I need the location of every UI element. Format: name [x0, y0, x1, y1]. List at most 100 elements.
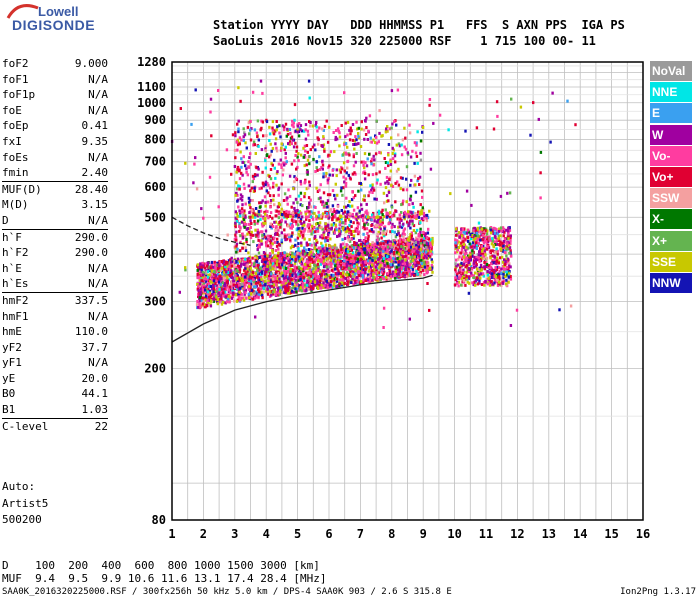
echo-point [356, 127, 359, 131]
echo-point [376, 241, 379, 245]
echo-point [336, 193, 339, 197]
echo-point [399, 247, 402, 251]
echo-point [320, 279, 323, 283]
echo-point [404, 246, 408, 250]
echo-point [235, 212, 239, 216]
echo-point [243, 260, 246, 263]
echo-point [341, 281, 344, 285]
echo-point [265, 134, 268, 138]
echo-point [259, 218, 262, 221]
echo-point [367, 234, 370, 238]
echo-point [257, 277, 260, 281]
echo-point [245, 240, 248, 244]
echo-point [223, 290, 227, 294]
echo-point [247, 231, 250, 234]
echo-point [301, 236, 304, 240]
echo-point [244, 279, 248, 283]
echo-point [339, 261, 343, 265]
echo-point [292, 290, 296, 294]
echo-point [422, 208, 425, 212]
echo-point [197, 295, 200, 299]
echo-point [255, 264, 258, 268]
echo-point [408, 267, 411, 271]
echo-point [255, 295, 259, 299]
param-label: B1 [2, 403, 16, 417]
echo-point [391, 222, 394, 226]
echo-point [351, 263, 355, 266]
echo-point [322, 143, 326, 147]
echo-point [293, 209, 297, 213]
echo-point [414, 190, 418, 194]
echo-point [263, 271, 267, 275]
echo-point [348, 228, 351, 232]
echo-point [350, 225, 353, 229]
echo-point [420, 239, 423, 243]
echo-point [350, 198, 354, 201]
echo-point [224, 293, 227, 297]
echo-point [297, 276, 300, 280]
echo-point [207, 287, 210, 291]
echo-point [328, 164, 331, 168]
echo-point [331, 223, 335, 227]
echo-point [273, 158, 276, 162]
echo-point [327, 223, 330, 227]
echo-point [283, 125, 286, 129]
echo-point [370, 271, 373, 275]
echo-point [357, 252, 360, 256]
echo-point [382, 247, 385, 251]
echo-point [319, 286, 322, 290]
echo-point [418, 254, 421, 258]
echo-point [419, 221, 422, 225]
echo-point [350, 129, 353, 133]
echo-point [244, 288, 248, 292]
echo-point [249, 296, 252, 300]
echo-point [393, 273, 397, 277]
echo-point [306, 224, 309, 228]
echo-point [359, 145, 363, 148]
echo-point [295, 145, 299, 149]
echo-point [300, 261, 304, 265]
echo-point [406, 256, 410, 260]
echo-point [216, 273, 220, 276]
echo-point [362, 258, 366, 262]
echo-point [236, 264, 240, 268]
echo-point [256, 244, 259, 248]
echo-point [324, 269, 327, 273]
echo-point [288, 233, 291, 237]
echo-point [404, 265, 407, 269]
echo-point [227, 294, 231, 298]
echo-point [229, 274, 232, 277]
echo-point [422, 249, 425, 253]
echo-point [372, 211, 375, 215]
echo-point [425, 250, 428, 254]
echo-point [374, 242, 378, 246]
echo-point [396, 250, 399, 254]
echo-point [382, 249, 385, 253]
echo-point [276, 276, 279, 280]
echo-point [241, 232, 244, 236]
echo-point [329, 237, 332, 241]
echo-point [275, 256, 279, 260]
echo-point [400, 203, 403, 207]
echo-point [209, 280, 212, 284]
echo-point [212, 297, 215, 301]
echo-point [400, 211, 403, 214]
echo-point [401, 259, 404, 263]
echo-point [394, 152, 397, 156]
echo-point [247, 296, 251, 300]
echo-point [403, 126, 406, 130]
echo-point [352, 208, 356, 212]
echo-point [370, 245, 373, 249]
echo-point [422, 256, 426, 260]
echo-point [236, 165, 240, 169]
echo-point [310, 210, 313, 214]
echo-point [277, 205, 280, 209]
echo-point [211, 284, 215, 288]
echo-point [256, 270, 259, 274]
echo-point [309, 287, 312, 291]
echo-point [304, 137, 308, 141]
echo-point [233, 276, 236, 280]
param-value: 22 [94, 419, 108, 433]
echo-point [347, 266, 351, 270]
echo-point [233, 148, 237, 152]
